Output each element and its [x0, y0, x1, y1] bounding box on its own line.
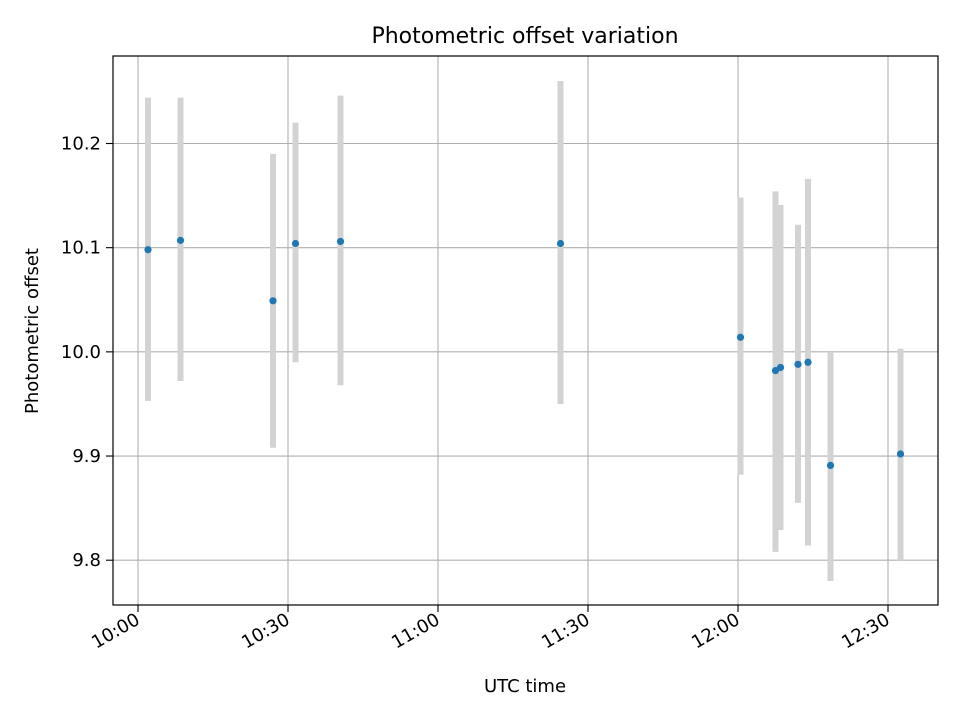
data-point	[556, 239, 565, 248]
y-tick-label: 9.9	[72, 446, 101, 467]
data-point	[776, 363, 785, 372]
data-point	[336, 237, 345, 246]
data-point	[896, 450, 905, 458]
y-tick-label: 10.0	[61, 342, 101, 363]
data-point	[176, 236, 185, 244]
data-point	[804, 358, 812, 366]
y-tick-label: 10.2	[61, 134, 101, 155]
data-point	[269, 297, 277, 305]
chart-title: Photometric offset variation	[371, 24, 678, 49]
y-axis-label: Photometric offset	[22, 248, 43, 414]
plot-frame	[112, 55, 939, 606]
data-point	[794, 360, 802, 368]
y-tick-label: 10.1	[61, 238, 101, 259]
data-points	[144, 236, 905, 470]
x-axis-label: UTC time	[484, 676, 566, 697]
data-point	[144, 246, 152, 254]
y-axis: 9.8 9.9 10.0 10.1 10.2	[61, 134, 113, 571]
data-point	[291, 239, 300, 248]
y-tick-label: 9.8	[72, 550, 101, 571]
plot-area	[113, 56, 938, 605]
data-point	[736, 333, 745, 341]
data-point	[826, 461, 835, 470]
